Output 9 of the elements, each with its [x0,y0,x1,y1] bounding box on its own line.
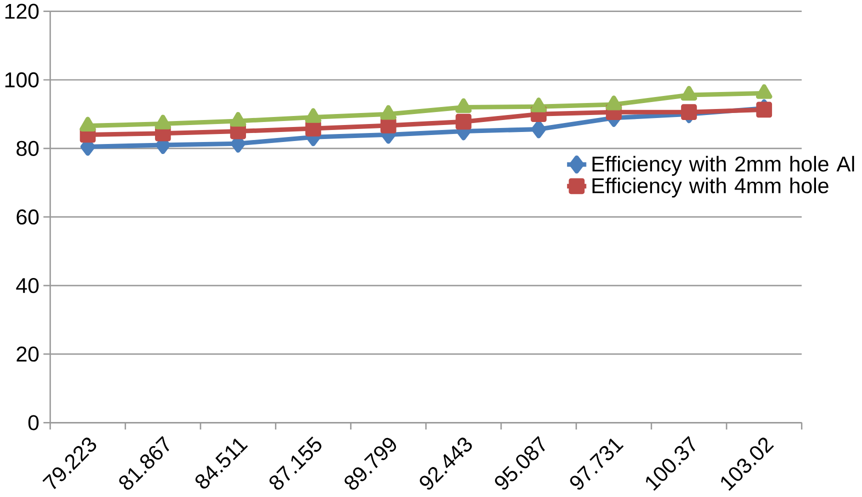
y-tick-label: 60 [16,209,39,224]
y-tick-label: 40 [16,278,39,293]
legend-label: Efficiency with 2mm hole Al [592,156,854,176]
y-tick-label: 80 [16,140,39,156]
y-tick-label: 0 [28,414,39,430]
legend-label: Efficiency with 4mm hole [592,177,828,198]
y-tick-label: 20 [16,346,39,362]
y-tick-label: 120 [5,4,39,19]
y-tick-label: 100 [5,72,39,88]
